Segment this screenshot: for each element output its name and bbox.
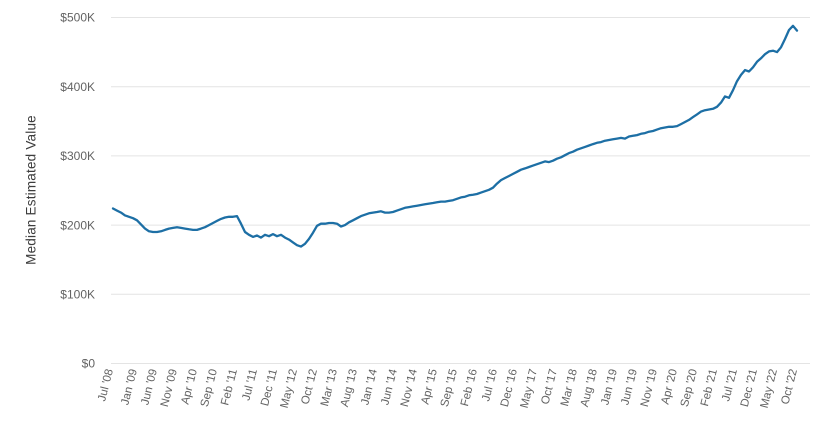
x-axis-tick-label: Jul '11 <box>241 368 260 402</box>
x-axis-tick-label: Nov '14 <box>399 367 420 408</box>
x-axis-tick-label: May '22 <box>759 368 780 410</box>
x-axis-tick-label: Oct '12 <box>300 368 320 406</box>
x-axis-tick-label: Dec '16 <box>499 368 520 408</box>
x-axis-tick-label: Jan '19 <box>599 368 620 407</box>
y-axis-tick-label: $300K <box>60 149 95 163</box>
y-axis-tick-label: $0 <box>82 357 96 371</box>
x-axis-tick-label: May '17 <box>519 368 540 410</box>
median-value-trend-line <box>111 24 799 248</box>
x-axis-tick-label: Nov '09 <box>159 368 180 408</box>
x-axis-tick-label: May '12 <box>279 368 300 410</box>
x-axis-tick-label: Apr '15 <box>420 368 440 406</box>
x-axis-tick-label: Jun '19 <box>619 368 640 407</box>
x-axis-tick-label: Dec '21 <box>739 368 760 408</box>
x-axis-tick-label: Jun '09 <box>139 368 160 407</box>
x-axis-tick-label: Oct '17 <box>540 368 560 406</box>
x-axis-tick-label: Nov '19 <box>639 368 660 408</box>
x-axis-tick-label: Dec '11 <box>259 368 280 408</box>
x-axis-tick-label: Jul '16 <box>480 368 500 403</box>
y-axis-tick-label: $200K <box>60 218 95 232</box>
x-axis-tick-label: Jan '09 <box>119 368 140 407</box>
x-axis-tick-label: Sep '10 <box>199 368 220 408</box>
x-axis-tick-label: Apr '10 <box>180 368 200 406</box>
x-axis-tick-label: Feb '16 <box>459 368 480 408</box>
x-axis-tick-label: Aug '13 <box>339 368 360 408</box>
y-axis-tick-label: $400K <box>60 80 95 94</box>
x-axis-tick-label: Sep '15 <box>439 368 460 408</box>
x-axis-tick-label: Mar '13 <box>319 368 340 408</box>
x-axis-tick-label: Sep '20 <box>679 368 700 408</box>
x-axis-tick-label: Apr '20 <box>660 368 680 406</box>
x-axis-tick-label: Jun '14 <box>379 367 400 406</box>
x-axis-tick-label: Feb '21 <box>699 368 720 408</box>
y-axis-tick-label: $500K <box>60 11 95 25</box>
x-axis-tick-label: Jul '21 <box>720 368 740 403</box>
x-axis-tick-label: Oct '22 <box>780 368 800 406</box>
x-axis-tick-label: Jan '14 <box>359 367 380 406</box>
y-axis-tick-label: $100K <box>60 288 95 302</box>
x-axis-tick-label: Feb '11 <box>219 368 240 407</box>
x-axis-tick-label: Mar '18 <box>559 368 580 408</box>
x-axis-tick-label: Jul '08 <box>96 368 116 403</box>
x-axis-tick-label: Aug '18 <box>579 368 600 408</box>
